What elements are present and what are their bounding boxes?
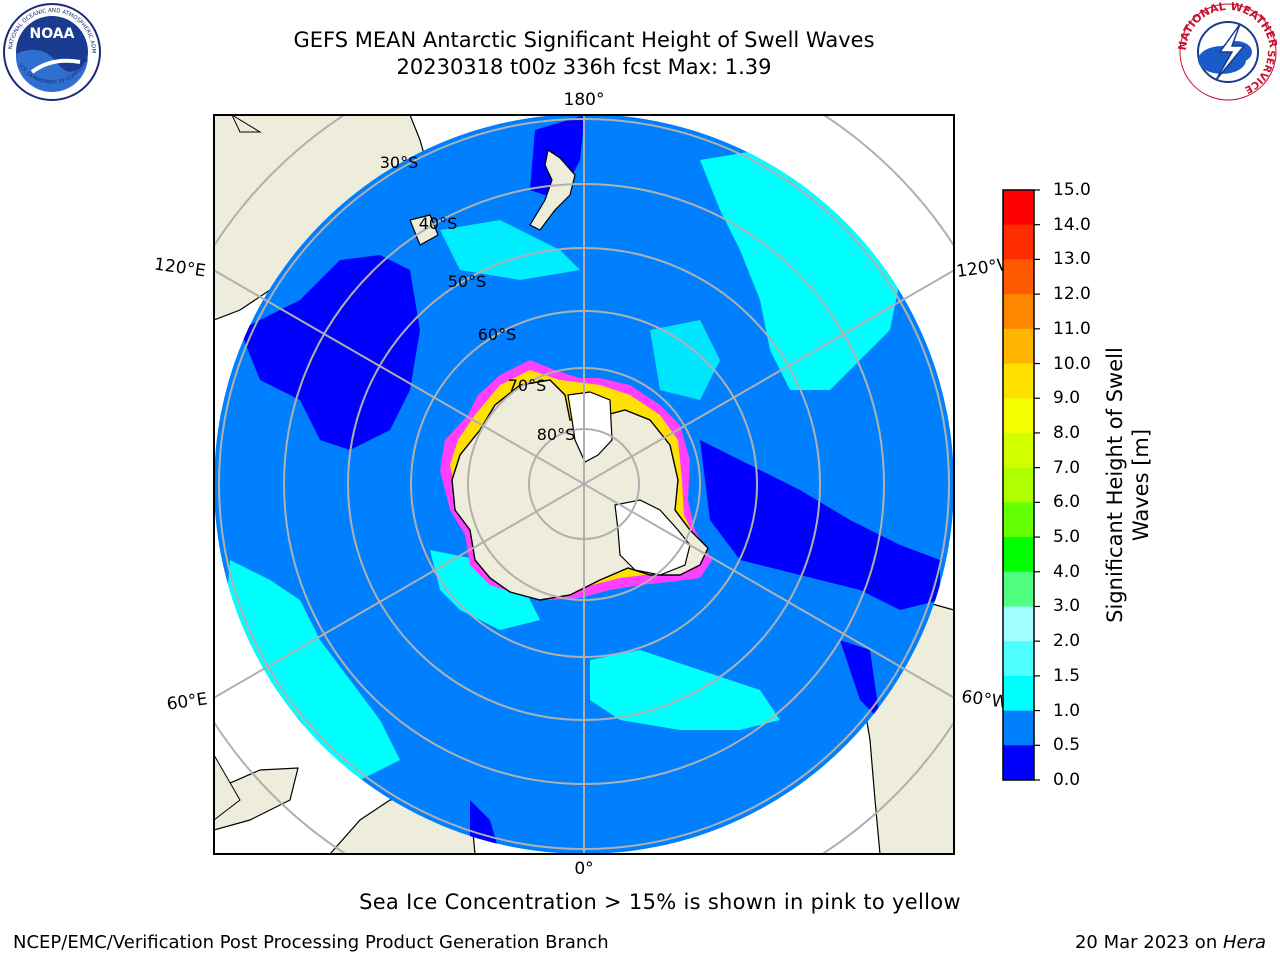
- land-new-zealand: [529, 149, 576, 231]
- swell-patch-south-atlantic: [590, 650, 780, 730]
- colorbar-tick-label: 4.0: [1053, 561, 1081, 582]
- colorbar-tick-label: 13.0: [1053, 249, 1091, 270]
- colorbar-tick-label: 8.0: [1053, 422, 1081, 443]
- swell-patch-bellingshausen: [650, 320, 720, 400]
- colorbar-tick-label: 1.5: [1053, 665, 1081, 686]
- map-frame: [213, 114, 955, 855]
- colorbar-tick-label: 12.0: [1053, 284, 1091, 305]
- colorbar-segment: [1003, 502, 1034, 538]
- footer-date-text: 20 Mar 2023 on: [1074, 932, 1223, 953]
- colorbar-tick-label: 0.0: [1053, 770, 1081, 790]
- lat-label-50s: 50°S: [448, 272, 487, 291]
- lat-label-70s: 70°S: [508, 376, 547, 395]
- colorbar-segment: [1003, 224, 1034, 260]
- land-madagascar: [214, 767, 299, 831]
- colorbar-tick-label: 10.0: [1053, 353, 1091, 374]
- graticule: [214, 115, 954, 854]
- colorbar-tick-label: 15.0: [1053, 180, 1091, 200]
- swell-patch-ross: [440, 220, 580, 280]
- chart-subtitle: 20230318 t00z 336h fcst Max: 1.39: [396, 55, 772, 79]
- colorbar-label: Significant Height of Swell Waves [m]: [1102, 275, 1154, 695]
- nws-logo: NATIONAL WEATHER SERVICE: [1178, 2, 1278, 101]
- noaa-logo-text: NOAA: [30, 26, 75, 42]
- colorbar-segment: [1003, 537, 1034, 573]
- colorbar-segment: [1003, 710, 1034, 746]
- weddell-ice-shelf: [614, 499, 691, 576]
- lat-label-80s: 80°S: [537, 425, 576, 444]
- noaa-logo: NOAA NATIONAL OCEANIC AND ATMOSPHERIC AD…: [2, 2, 101, 101]
- colorbar-tick-label: 3.0: [1053, 596, 1081, 617]
- colorbar-segment: [1003, 190, 1034, 226]
- chart-title: GEFS MEAN Antarctic Significant Height o…: [293, 28, 875, 52]
- colorbar-segment: [1003, 467, 1034, 503]
- swell-patch-west-indian: [225, 560, 400, 780]
- colorbar: [1002, 189, 1040, 781]
- low-swell-region-drake: [700, 440, 940, 610]
- colorbar-tick-label: 1.0: [1053, 700, 1081, 721]
- colorbar-tick-label: 9.0: [1053, 388, 1081, 409]
- colorbar-segment: [1003, 745, 1034, 781]
- lat-label-60s: 60°S: [478, 325, 517, 344]
- lon-label-120e: 120°E: [153, 254, 207, 281]
- colorbar-segment: [1003, 294, 1034, 330]
- lat-label-40s: 40°S: [419, 214, 458, 233]
- low-swell-region-chile: [840, 640, 880, 720]
- low-swell-region-tasman: [240, 255, 420, 450]
- colorbar-segment: [1003, 328, 1034, 365]
- footer-producer: NCEP/EMC/Verification Post Processing Pr…: [13, 932, 609, 953]
- ross-ice-shelf: [567, 391, 613, 463]
- colorbar-tick-label: 0.5: [1053, 735, 1081, 756]
- colorbar-tick-label: 5.0: [1053, 527, 1081, 548]
- footer-host: Hera: [1222, 932, 1266, 953]
- colorbar-tick-label: 11.0: [1053, 318, 1091, 339]
- meridian-60e-120w: [214, 269, 954, 699]
- colorbar-tick-label: 6.0: [1053, 492, 1081, 513]
- colorbar-frame: [1002, 189, 1035, 781]
- colorbar-tick-label: 14.0: [1053, 214, 1091, 235]
- colorbar-segment: [1003, 675, 1034, 712]
- land-south-america-tip: [214, 754, 241, 821]
- colorbar-tick-label: 7.0: [1053, 457, 1081, 478]
- colorbar-label-line2: Waves [m]: [1129, 428, 1153, 542]
- colorbar-label-line1: Significant Height of Swell: [1103, 347, 1127, 623]
- lon-label-180: 180°: [564, 90, 605, 110]
- colorbar-segment: [1003, 398, 1034, 434]
- colorbar-segment: [1003, 641, 1034, 677]
- colorbar-segment: [1003, 259, 1034, 295]
- lat-label-30s: 30°S: [380, 153, 419, 172]
- lon-label-0: 0°: [574, 859, 593, 879]
- colorbar-segment: [1003, 606, 1034, 642]
- swell-patch-east-indian: [430, 550, 540, 630]
- colorbar-segment: [1003, 363, 1034, 399]
- colorbar-tick-label: 2.0: [1053, 631, 1081, 652]
- colorbar-segment: [1003, 571, 1034, 607]
- lon-label-60e: 60°E: [166, 689, 209, 714]
- land-australia-west: [231, 115, 262, 133]
- colorbar-segment: [1003, 432, 1034, 469]
- sea-ice-caption: Sea Ice Concentration > 15% is shown in …: [359, 890, 961, 914]
- footer-date: 20 Mar 2023 on Hera: [1075, 932, 1266, 953]
